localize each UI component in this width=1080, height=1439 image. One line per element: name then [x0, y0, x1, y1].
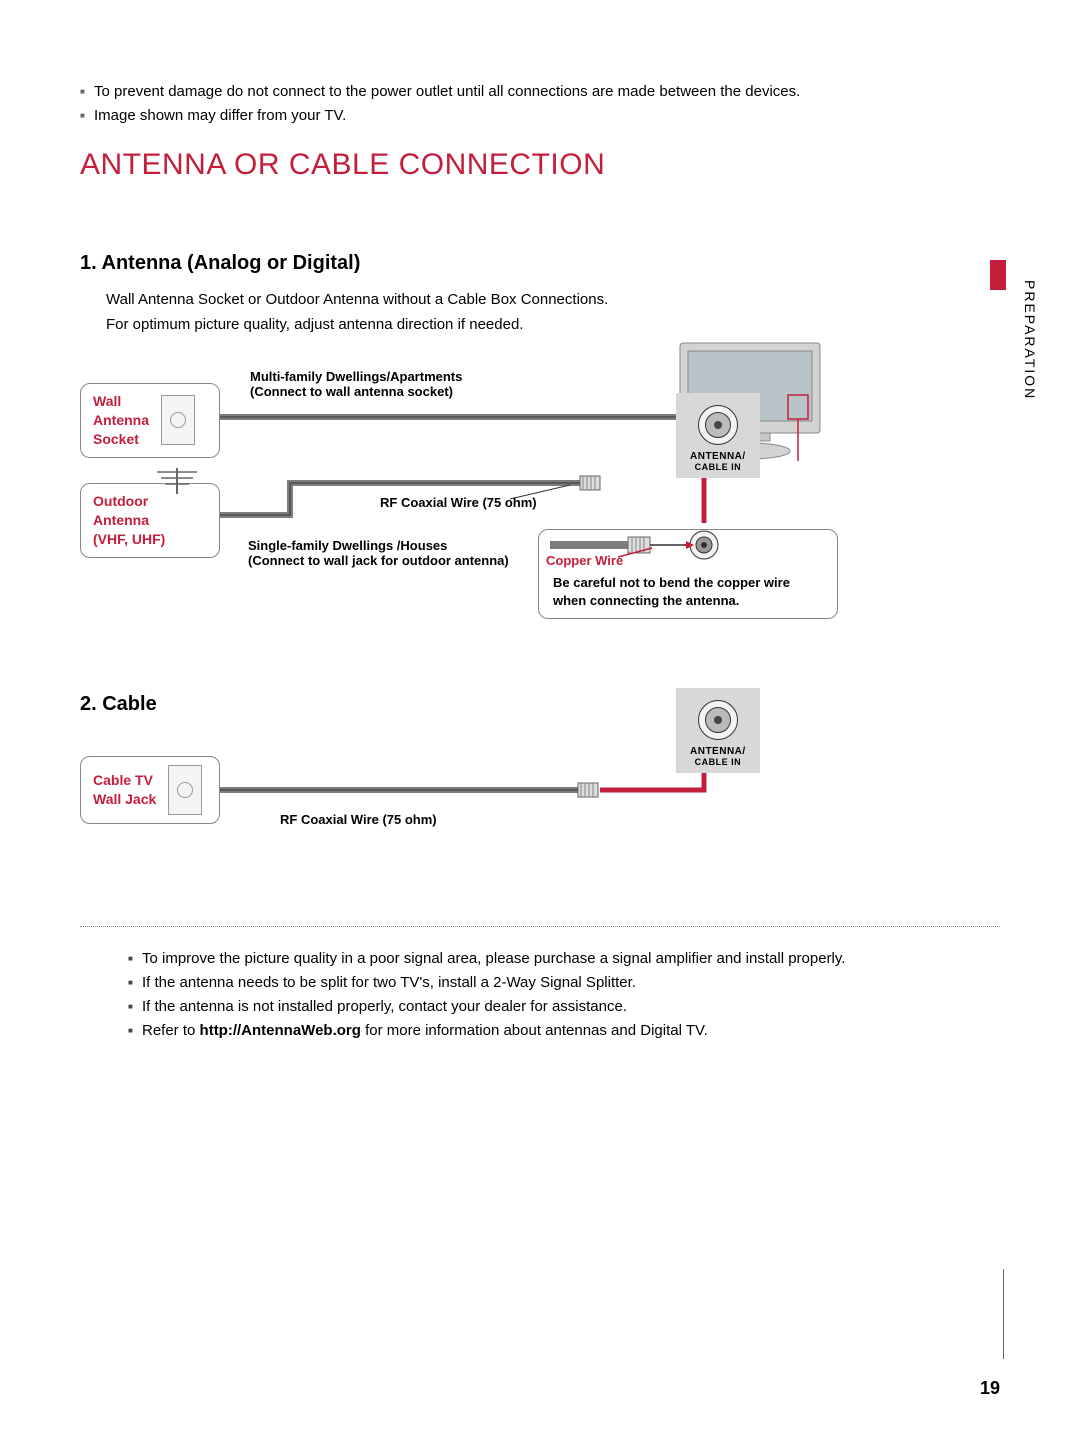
- separator: [80, 926, 1000, 927]
- copper-callout: Be careful not to bend the copper wire w…: [538, 529, 838, 619]
- cable-tv-label: Cable TV Wall Jack: [93, 771, 156, 809]
- antenna-port: ANTENNA/ CABLE IN: [676, 393, 760, 478]
- note-item: If the antenna is not installed properly…: [128, 995, 1000, 1019]
- intro-bullet: To prevent damage do not connect to the …: [80, 80, 1000, 104]
- notes-list: To improve the picture quality in a poor…: [80, 947, 1000, 1043]
- wall-antenna-box: Wall Antenna Socket: [80, 383, 220, 458]
- page-title: ANTENNA OR CABLE CONNECTION: [80, 148, 1000, 182]
- rf-label-2: RF Coaxial Wire (75 ohm): [280, 812, 437, 827]
- outdoor-antenna-label: Outdoor Antenna (VHF, UHF): [93, 492, 207, 549]
- cable-port: ANTENNA/ CABLE IN: [676, 688, 760, 773]
- note-item: To improve the picture quality in a poor…: [128, 947, 1000, 971]
- page-number: 19: [980, 1378, 1000, 1399]
- outdoor-antenna-box: Outdoor Antenna (VHF, UHF): [80, 483, 220, 558]
- wall-antenna-label: Wall Antenna Socket: [93, 392, 149, 449]
- diagram-antenna: Wall Antenna Socket Outdoor Antenna (VHF…: [80, 353, 1000, 693]
- single-family-label: Single-family Dwellings /Houses (Connect…: [248, 538, 509, 568]
- rf-label: RF Coaxial Wire (75 ohm): [380, 495, 537, 510]
- page-line: [1003, 1269, 1004, 1359]
- section1-desc: Wall Antenna Socket or Outdoor Antenna w…: [80, 291, 1000, 308]
- section1-desc: For optimum picture quality, adjust ante…: [80, 316, 1000, 333]
- cable-tv-box: Cable TV Wall Jack: [80, 756, 220, 824]
- intro-bullet: Image shown may differ from your TV.: [80, 104, 1000, 128]
- section1-heading: 1. Antenna (Analog or Digital): [80, 252, 1000, 275]
- multi-family-label: Multi-family Dwellings/Apartments (Conne…: [250, 369, 462, 399]
- antenna-icon: [147, 464, 207, 494]
- section2-heading: 2. Cable: [80, 693, 1000, 716]
- intro-list: To prevent damage do not connect to the …: [80, 80, 1000, 128]
- wall-plate-icon: [168, 765, 202, 815]
- note-item: If the antenna needs to be split for two…: [128, 971, 1000, 995]
- note-item: Refer to http://AntennaWeb.org for more …: [128, 1019, 1000, 1043]
- antennaweb-link[interactable]: http://AntennaWeb.org: [200, 1022, 361, 1039]
- wall-plate-icon: [161, 395, 195, 445]
- diagram-cable: Cable TV Wall Jack ANTENNA/ CABLE IN RF …: [80, 736, 1000, 886]
